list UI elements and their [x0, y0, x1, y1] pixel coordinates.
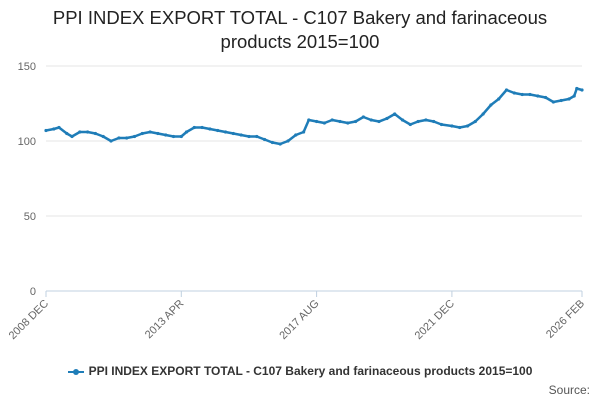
data-point — [109, 139, 113, 143]
data-point — [520, 92, 524, 97]
data-point — [117, 136, 121, 140]
x-tick-label: 2021 DEC — [413, 298, 457, 342]
data-point — [208, 127, 212, 131]
data-point — [179, 134, 183, 139]
data-point — [361, 115, 365, 119]
x-tick-label: 2008 DEC — [7, 298, 51, 342]
legend-swatch — [67, 367, 84, 377]
data-point — [377, 119, 381, 124]
legend[interactable]: PPI INDEX EXPORT TOTAL - C107 Bakery and… — [0, 364, 600, 378]
data-point — [408, 122, 412, 127]
data-point — [369, 118, 373, 122]
data-point — [330, 118, 334, 122]
data-point — [231, 131, 235, 136]
data-point — [551, 100, 556, 104]
data-point — [567, 97, 571, 101]
data-point — [200, 125, 204, 130]
data-point — [216, 128, 220, 133]
data-point — [497, 97, 501, 101]
data-point — [393, 112, 397, 116]
data-point — [52, 127, 56, 131]
data-point — [93, 131, 97, 136]
data-point — [132, 134, 137, 139]
data-point — [559, 98, 563, 103]
data-point — [171, 134, 176, 139]
data-point — [44, 128, 48, 133]
data-point — [255, 134, 259, 139]
y-tick-label: 150 — [18, 61, 36, 73]
chart-title-line-2: products 2015=100 — [220, 31, 380, 52]
data-point — [481, 112, 485, 116]
data-point — [278, 142, 282, 146]
data-point — [184, 130, 189, 134]
gridlines — [46, 65, 582, 217]
data-point — [346, 121, 350, 125]
data-point — [270, 140, 274, 145]
data-point — [473, 119, 477, 124]
y-tick-label: 100 — [18, 136, 36, 148]
y-tick-label: 50 — [24, 211, 36, 223]
data-point — [385, 116, 389, 121]
data-point — [432, 119, 436, 124]
chart-title: PPI INDEX EXPORT TOTAL - C107 Bakery and… — [0, 6, 600, 54]
data-point — [286, 139, 290, 143]
data-point — [192, 125, 196, 130]
data-point — [450, 124, 454, 128]
data-point — [101, 134, 105, 139]
data-point — [86, 130, 90, 134]
data-point — [338, 119, 342, 124]
data-point — [125, 136, 129, 140]
data-point — [489, 103, 493, 107]
source-credit[interactable]: Source: — [548, 383, 590, 397]
data-point — [156, 131, 160, 136]
data-point — [140, 131, 144, 136]
data-point — [512, 91, 516, 95]
y-tick-label: 0 — [30, 286, 36, 298]
data-point — [247, 134, 251, 139]
data-point — [536, 94, 540, 98]
x-axis-ticks: 2008 DEC 2013 APR 2017 AUG 2021 DEC 2026 FEB — [7, 291, 587, 342]
data-point — [575, 86, 579, 91]
data-point — [572, 94, 576, 98]
series-group[interactable] — [44, 86, 584, 146]
data-point — [400, 118, 405, 122]
x-tick-label: 2017 AUG — [277, 298, 321, 342]
data-point — [65, 131, 69, 136]
data-point — [148, 130, 152, 134]
data-point — [223, 130, 228, 134]
data-point — [322, 121, 326, 125]
data-point — [164, 133, 168, 137]
data-point — [416, 119, 420, 124]
x-tick-label: 2026 FEB — [544, 298, 587, 341]
data-point — [70, 134, 74, 139]
data-point — [458, 125, 462, 130]
data-point — [504, 88, 509, 92]
data-point — [354, 119, 358, 124]
x-tick-label: 2013 APR — [143, 298, 187, 342]
data-point — [424, 118, 428, 122]
data-point — [294, 133, 298, 137]
data-point — [439, 122, 444, 127]
data-point — [315, 119, 319, 124]
data-point — [78, 130, 82, 134]
data-point — [544, 95, 548, 100]
data-point — [263, 137, 267, 142]
data-point — [239, 133, 243, 137]
data-point — [57, 125, 61, 130]
legend-label: PPI INDEX EXPORT TOTAL - C107 Bakery and… — [88, 364, 533, 378]
data-point — [302, 130, 306, 134]
y-axis-ticks: 0 50 100 150 — [18, 61, 36, 298]
data-point — [465, 124, 470, 128]
data-point — [307, 118, 311, 122]
series-line — [44, 87, 584, 146]
data-point — [528, 92, 532, 97]
chart-title-line-1: PPI INDEX EXPORT TOTAL - C107 Bakery and… — [52, 7, 548, 28]
data-point — [580, 88, 584, 92]
